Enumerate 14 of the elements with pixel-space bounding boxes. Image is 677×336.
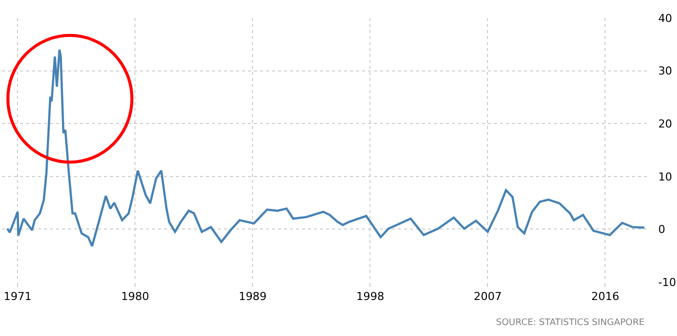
x-tick-label: 1998 [356, 290, 384, 304]
x-tick-label: 1989 [238, 290, 267, 304]
source-note: SOURCE: STATISTICS SINGAPORE [496, 318, 645, 328]
x-tick-label: 1980 [121, 290, 150, 304]
y-tick-label: -10 [658, 276, 676, 289]
x-tick-label: 2007 [474, 290, 502, 304]
y-tick-label: 0 [658, 223, 666, 236]
line-series [6, 48, 646, 248]
y-tick-label: 10 [658, 170, 672, 184]
y-tick-label: 20 [658, 117, 672, 130]
x-tick-label: 2016 [591, 290, 620, 304]
x-tick-label: 1971 [4, 290, 32, 304]
y-tick-label: 40 [658, 12, 672, 25]
y-tick-label: 30 [658, 64, 672, 78]
